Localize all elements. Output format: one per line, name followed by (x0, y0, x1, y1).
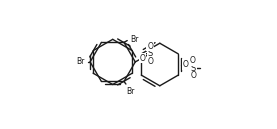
Text: Br: Br (130, 35, 138, 44)
Text: S: S (191, 64, 196, 73)
Text: Br: Br (127, 87, 135, 96)
Text: O: O (139, 54, 145, 63)
Text: S: S (147, 49, 153, 58)
Text: O: O (191, 71, 197, 80)
Text: O: O (148, 57, 154, 66)
Text: O: O (183, 60, 189, 69)
Text: Br: Br (76, 57, 84, 66)
Text: O: O (147, 42, 153, 51)
Text: O: O (190, 56, 196, 65)
